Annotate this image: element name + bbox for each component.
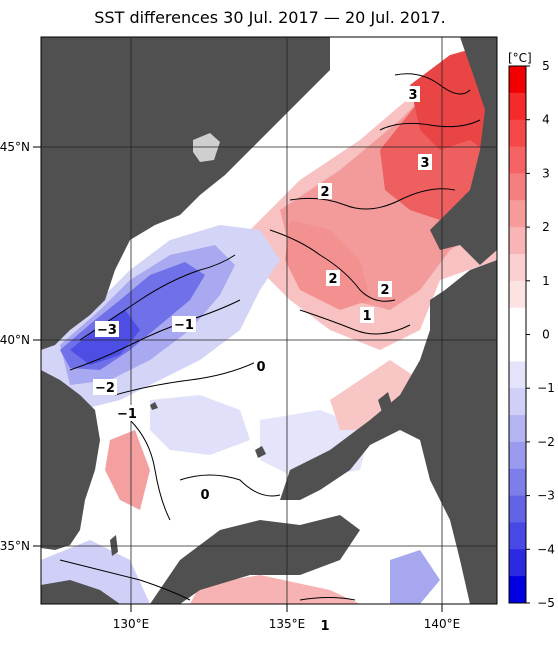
land-honshu-north — [280, 260, 497, 604]
map-frame — [40, 36, 498, 605]
colorbar-tick-label: 5 — [542, 59, 550, 73]
svg-text:−2: −2 — [95, 381, 115, 396]
contour-label: 2 — [378, 281, 392, 298]
colorbar-unit: [°C] — [508, 51, 532, 65]
colorbar-swatch — [509, 307, 526, 335]
lon-labels: 130°E 135°E 140°E — [113, 617, 461, 631]
colorbar-tick-label: −5 — [537, 596, 555, 610]
colorbar-swatch — [509, 66, 526, 94]
contour-label: 2 — [318, 183, 332, 200]
land-asia — [41, 37, 330, 350]
land-hokkaido — [430, 37, 497, 265]
svg-text:0: 0 — [200, 488, 209, 503]
land-korea — [41, 370, 100, 550]
colorbar-swatch — [509, 576, 526, 604]
colorbar-tick-label: −4 — [537, 542, 555, 556]
svg-text:−1: −1 — [117, 407, 137, 422]
colorbar-tick-label: 4 — [542, 113, 550, 127]
svg-text:−3: −3 — [97, 323, 117, 338]
land-oki — [255, 446, 266, 458]
colorbar-swatch — [509, 388, 526, 416]
colorbar-swatch — [509, 361, 526, 389]
lon-label-135: 135°E — [269, 617, 306, 631]
graticule — [41, 37, 497, 604]
lon-label-140: 140°E — [424, 617, 461, 631]
colorbar-swatch — [509, 200, 526, 228]
land-ulleung — [150, 402, 158, 410]
lat-labels: 45°N 40°N 35°N — [0, 140, 30, 553]
colorbar-swatch — [509, 415, 526, 443]
colorbar-tick-label: −2 — [537, 435, 555, 449]
warm-south — [190, 575, 360, 604]
colorbar-swatch — [509, 495, 526, 523]
land-tsushima — [110, 535, 118, 556]
contour-label: −1 — [172, 316, 196, 333]
land-kyushu — [41, 580, 120, 604]
contour-label: 3 — [418, 154, 432, 171]
lat-label-35: 35°N — [0, 539, 30, 553]
colorbar-swatch — [509, 227, 526, 255]
warm-korea-coast — [105, 430, 150, 510]
colorbar-tick-label: 0 — [542, 328, 550, 342]
colorbar-ticks: 5 4 3 2 1 0 −1 −2 −3 −4 −5 — [526, 59, 555, 610]
svg-text:0: 0 — [256, 360, 265, 375]
land-honshu-west — [150, 515, 360, 604]
svg-text:2: 2 — [380, 283, 389, 298]
cool-speckle-a — [150, 395, 250, 455]
colorbar-swatch — [509, 119, 526, 148]
svg-text:2: 2 — [320, 185, 329, 200]
lat-label-40: 40°N — [0, 333, 30, 347]
colorbar: [°C] 5 4 3 2 1 0 −1 −2 −3 −4 −5 — [508, 51, 555, 610]
svg-text:1: 1 — [362, 309, 371, 324]
colorbar-tick-label: 3 — [542, 166, 550, 180]
contour-label: −3 — [95, 321, 119, 338]
colorbar-swatch — [509, 92, 526, 121]
contour-label: −2 — [93, 379, 117, 396]
warm-honshu-coast — [330, 360, 420, 430]
svg-text:3: 3 — [408, 88, 417, 103]
colorbar-swatch — [509, 441, 526, 470]
lat-label-45: 45°N — [0, 140, 30, 154]
svg-text:2: 2 — [328, 272, 337, 287]
axis-ticks — [33, 146, 443, 612]
map-title: SST differences 30 Jul. 2017 — 20 Jul. 2… — [94, 8, 446, 27]
contour-labels: 3 3 2 2 2 1 −3 −1 −2 −1 0 0 1 — [93, 86, 432, 634]
colorbar-tick-label: 2 — [542, 220, 550, 234]
svg-text:1: 1 — [320, 619, 329, 634]
colorbar-swatch — [509, 549, 526, 577]
contour-label: 0 — [254, 358, 268, 375]
svg-text:3: 3 — [420, 156, 429, 171]
lake-khanka — [193, 133, 220, 162]
contour-label: 2 — [326, 270, 340, 287]
land — [41, 37, 497, 604]
cool-japan-south — [390, 550, 440, 604]
colorbar-tick-label: 1 — [542, 274, 550, 288]
colorbar-swatch — [509, 253, 526, 282]
contour-label: 3 — [406, 86, 420, 103]
colorbar-tick-label: −3 — [537, 489, 555, 503]
warm-patch-2 — [285, 220, 370, 310]
contour-label: −1 — [115, 405, 139, 422]
colorbar-swatch — [509, 468, 526, 497]
colorbar-swatch — [509, 146, 526, 174]
colorbar-swatch — [509, 280, 526, 309]
colorbar-swatch — [509, 173, 526, 201]
land-sado — [378, 392, 392, 412]
contour-label: 0 — [198, 486, 212, 503]
map-plot-area — [41, 37, 497, 604]
colorbar-swatch — [509, 334, 526, 362]
lon-label-130: 130°E — [113, 617, 150, 631]
colorbar-swatches — [509, 66, 526, 604]
colorbar-swatch — [509, 522, 526, 550]
cool-core — [70, 310, 140, 365]
colorbar-tick-label: −1 — [537, 381, 555, 395]
contour-label: 1 — [318, 617, 332, 634]
svg-text:−1: −1 — [174, 318, 194, 333]
contour-label: 1 — [360, 307, 374, 324]
